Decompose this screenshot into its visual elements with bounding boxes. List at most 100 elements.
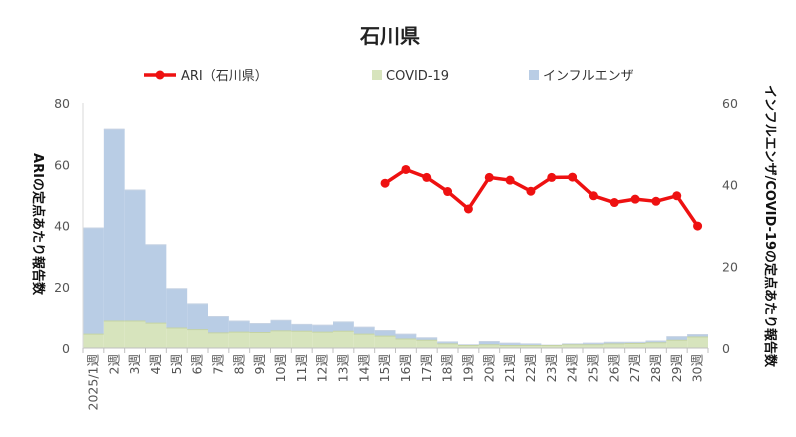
- x-tick-label: 3週: [127, 354, 142, 375]
- ari-line-series: [380, 164, 703, 231]
- x-tick-label: 12週: [315, 354, 330, 383]
- ari-point: [588, 191, 598, 201]
- covid-bar: [499, 345, 521, 348]
- covid-bar: [583, 344, 604, 348]
- influenza-bar: [374, 330, 396, 337]
- x-tick-label: 25週: [585, 354, 600, 383]
- x-tick-label: 18週: [440, 354, 455, 383]
- x-tick-label: 27週: [627, 354, 642, 383]
- x-tick-label: 19週: [460, 354, 475, 383]
- bar-series: [83, 128, 708, 348]
- covid-bar: [374, 336, 396, 348]
- legend-ari-marker: [155, 70, 165, 80]
- x-tick-label: 29週: [669, 354, 684, 383]
- influenza-bar: [395, 334, 417, 340]
- covid-bar: [312, 332, 333, 348]
- tick-labels: 0 20 40 60 80 0 20 40 60 2025/1週 2週 3週 4週 5週 6週 7週 8週 9週 1…: [54, 96, 738, 410]
- ari-point: [380, 178, 390, 188]
- ari-line: [384, 167, 700, 228]
- covid-bar: [166, 327, 188, 348]
- legend-influenza-swatch: [529, 70, 539, 80]
- x-tick-label: 24週: [565, 354, 580, 383]
- x-tick-label: 30週: [690, 354, 705, 383]
- x-tick-label: 2025/1週: [85, 354, 100, 411]
- ari-point: [651, 196, 661, 206]
- influenza-bar: [437, 341, 458, 344]
- covid-bar: [124, 321, 146, 348]
- influenza-bar: [624, 342, 646, 344]
- influenza-bar: [333, 321, 354, 332]
- covid-bar: [458, 345, 479, 348]
- covid-bar: [208, 332, 229, 348]
- x-tick-label: 26週: [606, 354, 621, 383]
- influenza-bar: [291, 324, 313, 332]
- covid-bar: [437, 343, 458, 348]
- x-tick-label: 22週: [523, 354, 538, 383]
- legend-influenza-label: インフルエンザ: [543, 69, 634, 84]
- ari-point: [484, 172, 494, 182]
- influenza-bar: [583, 343, 604, 345]
- influenza-bar: [228, 321, 250, 333]
- axes: [82, 103, 709, 353]
- influenza-bar: [645, 341, 667, 343]
- covid-bar: [145, 323, 167, 348]
- left-tick-label: 20: [54, 280, 70, 295]
- x-tick-label: 6週: [190, 354, 205, 375]
- x-tick-label: 20週: [481, 354, 496, 383]
- x-tick-label: 11週: [294, 354, 309, 383]
- left-tick-label: 0: [62, 341, 70, 356]
- covid-bar: [353, 334, 375, 348]
- influenza-bar: [312, 325, 333, 333]
- ari-point: [547, 172, 557, 182]
- legend-covid-label: COVID-19: [386, 69, 449, 84]
- x-tick-label: 14週: [356, 354, 371, 383]
- influenza-bar: [187, 303, 208, 330]
- influenza-bar: [603, 342, 625, 344]
- x-tick-label: 23週: [544, 354, 559, 383]
- ari-point: [672, 191, 682, 201]
- covid-bar: [187, 329, 208, 348]
- covid-bar: [333, 331, 354, 348]
- x-tick-label: 5週: [169, 354, 184, 375]
- left-tick-label: 60: [54, 157, 70, 172]
- covid-bar: [478, 344, 500, 348]
- influenza-bar: [270, 320, 292, 331]
- covid-bar: [624, 343, 646, 348]
- covid-bar: [666, 340, 688, 348]
- covid-bar: [416, 340, 438, 348]
- right-tick-label: 60: [722, 96, 738, 111]
- x-tick-label: 16週: [398, 354, 413, 383]
- x-tick-label: 13週: [335, 354, 350, 383]
- covid-bar: [395, 339, 417, 348]
- chart-title: 石川県: [359, 24, 420, 48]
- covid-bar: [603, 343, 625, 348]
- influenza-bar: [353, 327, 375, 335]
- influenza-bar: [499, 343, 521, 346]
- ari-point: [693, 221, 703, 231]
- ari-point: [630, 194, 640, 204]
- right-tick-label: 20: [722, 259, 738, 274]
- x-tick-label: 28週: [648, 354, 663, 383]
- ari-point: [422, 172, 432, 182]
- covid-bar: [291, 331, 313, 348]
- covid-bar: [520, 345, 542, 348]
- influenza-bar: [520, 343, 542, 346]
- covid-bar: [270, 330, 292, 348]
- x-tick-label: 7週: [210, 354, 225, 375]
- covid-bar: [562, 344, 583, 348]
- covid-bar: [645, 342, 667, 348]
- influenza-bar: [249, 323, 271, 333]
- axis-titles: ARIの定点あたり報告数 インフルエンザ/COVID-19の定点あたり報告数: [30, 85, 778, 368]
- legend: ARI（石川県） COVID-19 インフルエンザ: [144, 69, 634, 84]
- covid-bar: [249, 332, 271, 348]
- covid-bar: [103, 321, 125, 348]
- right-axis-title: インフルエンザ/COVID-19の定点あたり報告数: [762, 85, 778, 368]
- influenza-bar: [208, 316, 229, 333]
- influenza-bar: [666, 336, 688, 341]
- legend-covid-swatch: [372, 70, 382, 80]
- covid-bar: [83, 334, 104, 348]
- left-tick-label: 40: [54, 219, 70, 234]
- influenza-bar: [478, 341, 500, 345]
- left-tick-label: 80: [54, 96, 70, 111]
